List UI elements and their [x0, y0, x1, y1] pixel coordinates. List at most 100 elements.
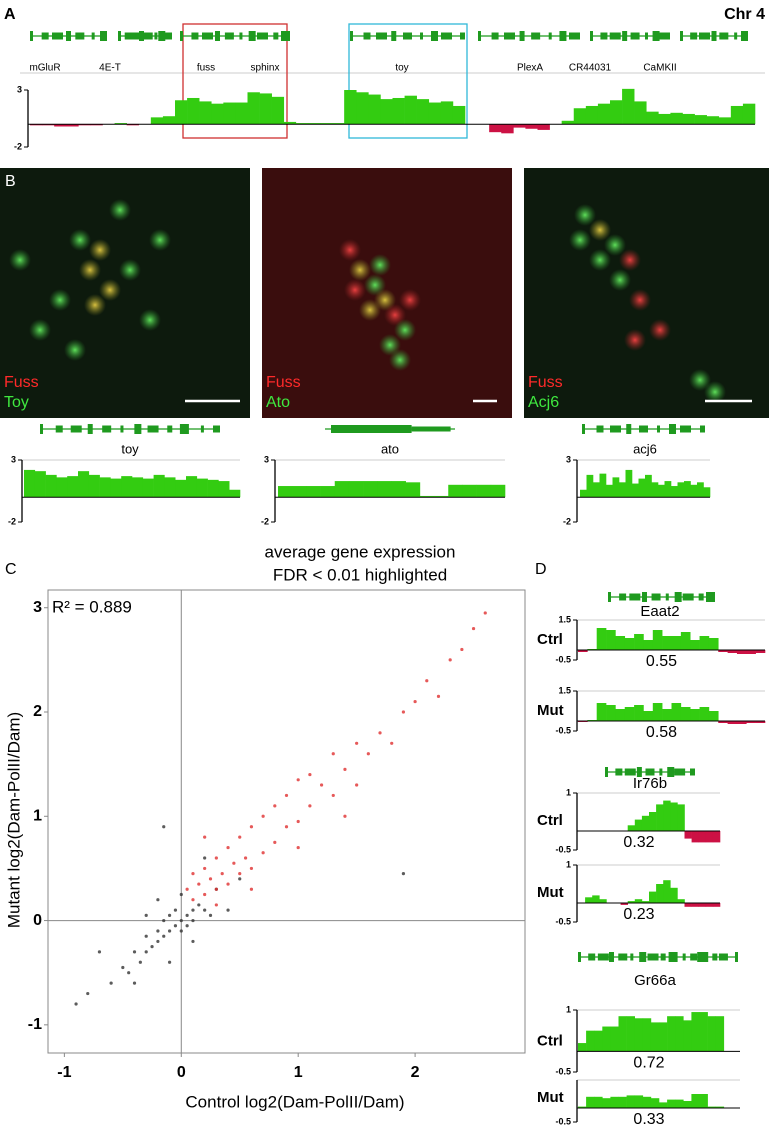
signal-bar: [66, 124, 79, 127]
signal-bar: [278, 486, 293, 498]
signal-bar: [247, 92, 260, 125]
signal-bar: [162, 116, 176, 125]
signal-bar: [525, 124, 538, 129]
condition-label: Ctrl: [537, 1032, 563, 1049]
cell: [339, 239, 361, 261]
gene-model-exon: [391, 31, 397, 41]
gene-model-exon: [698, 593, 704, 601]
data-point: [208, 877, 213, 881]
y-tick-label: 3: [566, 454, 571, 464]
cell: [84, 294, 106, 316]
gene-model-exon: [331, 425, 412, 433]
signal-bar: [489, 124, 502, 133]
signal-bar: [708, 711, 719, 721]
signal-bar: [586, 474, 594, 498]
signal-bar: [585, 897, 593, 903]
y-tick-label: -0.5: [555, 1116, 571, 1126]
gene-label: Eaat2: [640, 603, 679, 620]
data-point: [378, 731, 382, 735]
panel-label: B: [5, 173, 16, 190]
gene-model-exon: [531, 32, 541, 40]
data-point: [331, 752, 335, 756]
data-point: [121, 965, 125, 970]
image-row: Fuss Toy Fuss Ato Fuss Acj6: [0, 168, 769, 418]
signal-bar: [632, 483, 639, 498]
gene-model-exon: [281, 31, 290, 41]
signal-bar: [186, 476, 198, 498]
signal-bar: [561, 120, 575, 125]
gene-model-exon: [559, 31, 567, 41]
signal-bar: [34, 471, 46, 498]
cell: [369, 254, 391, 276]
signal-bar: [292, 486, 307, 498]
signal-bar: [671, 703, 682, 721]
cell: [649, 319, 671, 341]
signal-bar: [620, 903, 628, 905]
gene-model-exon: [682, 953, 686, 961]
signal-bar: [573, 108, 587, 125]
gene-model-exon: [130, 32, 142, 40]
cell: [399, 289, 421, 311]
signal-bar: [615, 636, 626, 650]
gene-model-exon: [605, 767, 608, 777]
signal-bar: [610, 1026, 619, 1052]
signal-bar: [682, 113, 695, 125]
y-tick-label: -2: [261, 516, 269, 526]
cell: [79, 259, 101, 281]
cell: [99, 279, 121, 301]
data-point: [238, 835, 242, 839]
signal-bar: [643, 640, 654, 650]
data-point: [413, 699, 417, 704]
chromosome-label: Chr 4: [724, 6, 765, 23]
signal-bar: [691, 831, 699, 843]
data-point: [331, 793, 335, 798]
signal-bar: [196, 478, 208, 498]
signal-bar: [650, 1022, 660, 1052]
signal-bar: [662, 636, 672, 650]
signal-bar: [405, 482, 421, 498]
signal-bar: [283, 121, 297, 125]
signal-bar: [452, 105, 466, 125]
data-point: [132, 981, 137, 985]
signal-bar: [235, 102, 248, 125]
signal-bar: [662, 709, 672, 721]
gene-model-exon: [735, 952, 738, 962]
signal-bar: [597, 103, 611, 125]
gene-model-exon: [588, 953, 596, 961]
gene-model-exon: [596, 425, 604, 433]
gene-model-exon: [645, 768, 655, 776]
gene-model-exon: [578, 952, 581, 962]
gene-model-exon: [680, 425, 691, 433]
signal-bar: [690, 709, 700, 721]
signal-bar: [626, 1016, 635, 1052]
cell: [109, 199, 131, 221]
signal-bar: [718, 721, 728, 723]
signal-bar: [698, 903, 707, 907]
cell: [359, 299, 381, 321]
signal-bar: [78, 124, 91, 126]
signal-bar: [638, 478, 646, 498]
data-point: [167, 929, 172, 933]
signal-bar: [627, 825, 636, 831]
signal-bar: [578, 1043, 587, 1052]
cell: [609, 269, 631, 291]
signal-bar: [650, 1098, 660, 1108]
signal-bar: [45, 474, 57, 498]
gene-model-exon: [120, 425, 124, 433]
signal-bar: [30, 124, 43, 126]
signal-bar: [634, 1018, 644, 1052]
gene-model-exon: [690, 768, 695, 776]
signal-bar: [697, 482, 704, 498]
gene-label: toy: [121, 441, 139, 456]
gene-model-exon: [609, 952, 614, 962]
data-point: [226, 845, 230, 850]
gene-label: sphinx: [251, 63, 280, 74]
signal-bar: [513, 124, 526, 128]
signal-bar: [634, 634, 644, 650]
signal-bar: [596, 703, 607, 721]
data-point: [127, 971, 131, 975]
y-tick-label: 3: [17, 84, 22, 94]
gene-model-exon: [134, 424, 142, 434]
data-point: [179, 929, 183, 933]
signal-bar: [742, 103, 756, 125]
